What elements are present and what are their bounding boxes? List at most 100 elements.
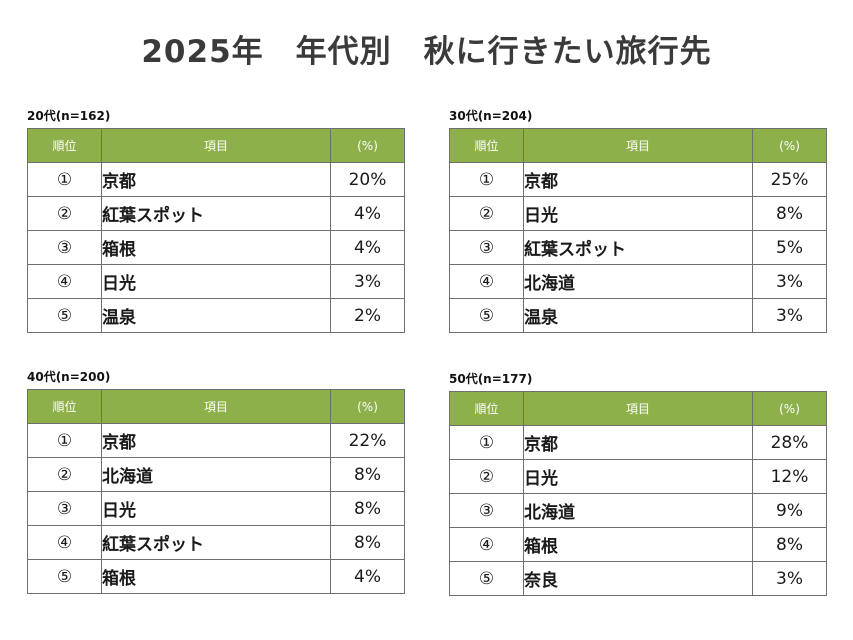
item-cell: 紅葉スポット bbox=[101, 196, 331, 231]
pct-cell: 9% bbox=[752, 493, 827, 528]
item-cell: 奈良 bbox=[523, 561, 753, 596]
table-row: ① 京都 22% bbox=[27, 423, 405, 458]
rank-cell: ⑤ bbox=[449, 298, 524, 333]
pct-cell: 12% bbox=[752, 459, 827, 494]
table-row: ④ 紅葉スポット 8% bbox=[27, 525, 405, 560]
item-cell: 日光 bbox=[101, 264, 331, 299]
pct-cell: 2% bbox=[330, 298, 405, 333]
rank-cell: ⑤ bbox=[27, 559, 102, 594]
table-row: ① 京都 25% bbox=[449, 162, 827, 197]
rank-cell: ④ bbox=[449, 527, 524, 562]
item-cell: 北海道 bbox=[523, 493, 753, 528]
rank-header: 順位 bbox=[27, 389, 102, 424]
item-header: 項目 bbox=[101, 128, 331, 163]
rank-cell: ③ bbox=[27, 491, 102, 526]
pct-cell: 3% bbox=[330, 264, 405, 299]
table-row: ⑤ 温泉 3% bbox=[449, 298, 827, 333]
item-cell: 北海道 bbox=[101, 457, 331, 492]
ranking-table: 順位 項目 (%) ① 京都 22% ② 北海道 8% ③ 日光 8% ④ 紅葉… bbox=[27, 389, 405, 594]
rank-header: 順位 bbox=[449, 391, 524, 426]
pct-cell: 4% bbox=[330, 559, 405, 594]
pct-cell: 3% bbox=[752, 561, 827, 596]
table-row: ① 京都 28% bbox=[449, 425, 827, 460]
rank-cell: ④ bbox=[27, 264, 102, 299]
rank-cell: ① bbox=[449, 425, 524, 460]
pct-cell: 8% bbox=[752, 196, 827, 231]
group-label: 50代(n=177) bbox=[449, 372, 533, 386]
item-cell: 京都 bbox=[523, 425, 753, 460]
age-group-50s: 50代(n=177) 順位 項目 (%) ① 京都 28% ② 日光 12% ③… bbox=[449, 370, 827, 596]
table-header-row: 順位 項目 (%) bbox=[449, 128, 827, 163]
ranking-table: 順位 項目 (%) ① 京都 28% ② 日光 12% ③ 北海道 9% ④ 箱… bbox=[449, 391, 827, 596]
rank-cell: ② bbox=[27, 457, 102, 492]
pct-header: (%) bbox=[330, 128, 405, 163]
item-cell: 温泉 bbox=[101, 298, 331, 333]
item-cell: 箱根 bbox=[101, 230, 331, 265]
table-row: ② 日光 12% bbox=[449, 459, 827, 494]
ranking-table: 順位 項目 (%) ① 京都 20% ② 紅葉スポット 4% ③ 箱根 4% ④… bbox=[27, 128, 405, 333]
ranking-table: 順位 項目 (%) ① 京都 25% ② 日光 8% ③ 紅葉スポット 5% ④… bbox=[449, 128, 827, 333]
rank-cell: ② bbox=[449, 196, 524, 231]
item-cell: 日光 bbox=[523, 196, 753, 231]
pct-cell: 3% bbox=[752, 298, 827, 333]
table-row: ⑤ 奈良 3% bbox=[449, 561, 827, 596]
rank-cell: ③ bbox=[449, 230, 524, 265]
rank-header: 順位 bbox=[449, 128, 524, 163]
group-label: 40代(n=200) bbox=[27, 370, 111, 384]
item-cell: 北海道 bbox=[523, 264, 753, 299]
rank-cell: ② bbox=[449, 459, 524, 494]
pct-cell: 8% bbox=[330, 457, 405, 492]
age-group-30s: 30代(n=204) 順位 項目 (%) ① 京都 25% ② 日光 8% ③ … bbox=[449, 107, 827, 333]
table-header-row: 順位 項目 (%) bbox=[27, 128, 405, 163]
table-row: ⑤ 箱根 4% bbox=[27, 559, 405, 594]
pct-cell: 20% bbox=[330, 162, 405, 197]
page-title: 2025年 年代別 秋に行きたい旅行先 bbox=[141, 34, 712, 70]
table-row: ② 紅葉スポット 4% bbox=[27, 196, 405, 231]
table-row: ③ 日光 8% bbox=[27, 491, 405, 526]
pct-cell: 4% bbox=[330, 230, 405, 265]
rank-header: 順位 bbox=[27, 128, 102, 163]
rank-cell: ① bbox=[27, 162, 102, 197]
pct-cell: 8% bbox=[752, 527, 827, 562]
pct-cell: 22% bbox=[330, 423, 405, 458]
table-row: ④ 箱根 8% bbox=[449, 527, 827, 562]
item-cell: 紅葉スポット bbox=[523, 230, 753, 265]
rank-cell: ② bbox=[27, 196, 102, 231]
table-header-row: 順位 項目 (%) bbox=[449, 391, 827, 426]
item-header: 項目 bbox=[523, 128, 753, 163]
rank-cell: ③ bbox=[27, 230, 102, 265]
table-row: ② 日光 8% bbox=[449, 196, 827, 231]
item-cell: 日光 bbox=[101, 491, 331, 526]
table-row: ② 北海道 8% bbox=[27, 457, 405, 492]
item-cell: 箱根 bbox=[101, 559, 331, 594]
item-cell: 紅葉スポット bbox=[101, 525, 331, 560]
pct-header: (%) bbox=[752, 128, 827, 163]
age-group-40s: 40代(n=200) 順位 項目 (%) ① 京都 22% ② 北海道 8% ③… bbox=[27, 368, 405, 594]
age-group-20s: 20代(n=162) 順位 項目 (%) ① 京都 20% ② 紅葉スポット 4… bbox=[27, 107, 405, 333]
table-row: ③ 北海道 9% bbox=[449, 493, 827, 528]
item-cell: 温泉 bbox=[523, 298, 753, 333]
pct-cell: 3% bbox=[752, 264, 827, 299]
pct-header: (%) bbox=[752, 391, 827, 426]
item-cell: 京都 bbox=[101, 423, 331, 458]
table-row: ① 京都 20% bbox=[27, 162, 405, 197]
table-header-row: 順位 項目 (%) bbox=[27, 389, 405, 424]
rank-cell: ④ bbox=[449, 264, 524, 299]
pct-cell: 28% bbox=[752, 425, 827, 460]
table-row: ⑤ 温泉 2% bbox=[27, 298, 405, 333]
item-cell: 箱根 bbox=[523, 527, 753, 562]
rank-cell: ⑤ bbox=[27, 298, 102, 333]
item-cell: 日光 bbox=[523, 459, 753, 494]
item-header: 項目 bbox=[523, 391, 753, 426]
rank-cell: ① bbox=[449, 162, 524, 197]
pct-cell: 5% bbox=[752, 230, 827, 265]
rank-cell: ⑤ bbox=[449, 561, 524, 596]
rank-cell: ④ bbox=[27, 525, 102, 560]
pct-cell: 8% bbox=[330, 491, 405, 526]
table-row: ③ 箱根 4% bbox=[27, 230, 405, 265]
table-row: ③ 紅葉スポット 5% bbox=[449, 230, 827, 265]
table-row: ④ 日光 3% bbox=[27, 264, 405, 299]
item-cell: 京都 bbox=[101, 162, 331, 197]
rank-cell: ① bbox=[27, 423, 102, 458]
pct-header: (%) bbox=[330, 389, 405, 424]
